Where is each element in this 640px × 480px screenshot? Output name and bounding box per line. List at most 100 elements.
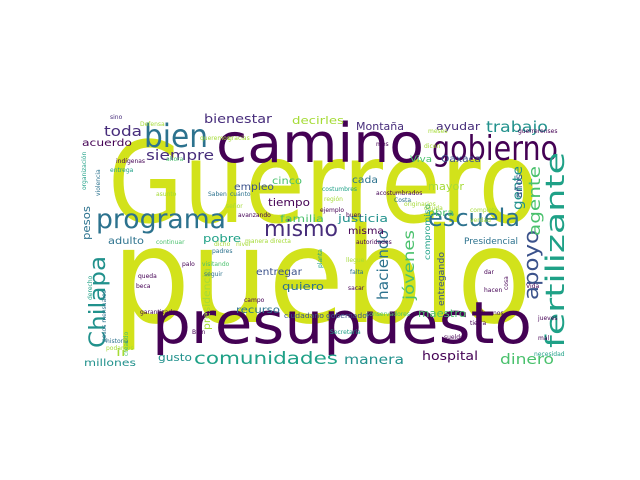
word-millones: millones bbox=[84, 358, 136, 369]
word-camino: camino bbox=[216, 112, 424, 175]
word-gusto: gusto bbox=[158, 351, 192, 364]
word-mayor: mayor bbox=[428, 180, 464, 193]
word-pueblo: pueblo bbox=[112, 200, 532, 354]
word-garantizado: garantizado bbox=[140, 309, 176, 316]
word-hospital: hospital bbox=[422, 349, 478, 363]
word-ir: ir bbox=[116, 346, 129, 359]
word-autoridades: autoridades bbox=[356, 239, 392, 246]
word-verdad: verdad bbox=[470, 217, 491, 224]
word-mismo: mismo bbox=[264, 217, 338, 242]
word-completo: completo bbox=[470, 207, 498, 214]
word-hacen: hacen bbox=[484, 287, 502, 294]
word-queda: queda bbox=[138, 273, 157, 280]
word-defensa: Defensa bbox=[140, 121, 165, 128]
word-sacar: sacar bbox=[348, 285, 365, 292]
word-gobierno: gobierno bbox=[432, 129, 558, 169]
word-cuanto: cuánto bbox=[230, 191, 251, 198]
word-montana: Montaña bbox=[356, 120, 404, 133]
word-justicia: justicia bbox=[337, 212, 388, 225]
word-sino: sino bbox=[110, 114, 123, 121]
word-presidencial: Presidencial bbox=[464, 237, 518, 247]
word-campo: campo bbox=[244, 297, 265, 304]
word-tiempo: tiempo bbox=[268, 196, 310, 209]
word-gracias: gracias bbox=[228, 135, 250, 142]
word-programa: programa bbox=[96, 204, 226, 235]
word-costa: Costa bbox=[394, 197, 411, 204]
word-recurso: recurso bbox=[236, 305, 280, 316]
word-deuda: deuda bbox=[424, 205, 443, 212]
word-escuela: escuela bbox=[428, 204, 520, 232]
word-guerrerenses: guerrerenses bbox=[518, 128, 557, 135]
word-familia: familia bbox=[280, 214, 324, 225]
word-acuerdo: acuerdo bbox=[82, 138, 132, 149]
word-originarios: originarios bbox=[404, 201, 436, 208]
word-dicho: dicho bbox=[214, 241, 231, 248]
word-indigenas: indígenas bbox=[116, 158, 145, 165]
word-viva: Viva bbox=[410, 155, 432, 165]
word-organizacion: organización bbox=[81, 152, 88, 190]
word-mes: mes bbox=[376, 141, 389, 148]
word-continuar: continuar bbox=[156, 239, 185, 246]
word-asunto: asunto bbox=[156, 191, 177, 198]
word-vida: Vida bbox=[526, 283, 539, 290]
word-derecho: derecho bbox=[87, 275, 94, 300]
word-adulto: adulto bbox=[108, 236, 144, 247]
word-dar: dar bbox=[484, 269, 494, 276]
word-haciendo: haciendo bbox=[374, 230, 392, 300]
word-cosa: cosa bbox=[503, 276, 510, 290]
word-jovenes: jóvenes bbox=[400, 230, 418, 301]
word-entregar: entregar bbox=[256, 267, 303, 278]
word-dinero: dinero bbox=[500, 352, 554, 368]
word-agente: agente bbox=[525, 166, 544, 236]
word-avanzando: avanzando bbox=[238, 212, 271, 219]
word-entregando: entregando bbox=[437, 251, 447, 306]
word-dicen: dicen bbox=[424, 143, 440, 150]
word-costumbres: costumbres bbox=[322, 186, 357, 193]
word-llegue: llegue bbox=[346, 257, 365, 264]
word-tierra: tierra bbox=[470, 320, 487, 327]
word-bien: bien bbox=[144, 117, 208, 155]
word-apoyo: apoyo bbox=[519, 230, 543, 300]
word-oaxaca: Oaxaca bbox=[441, 154, 481, 165]
word-empleo: empleo bbox=[234, 182, 274, 193]
word-mal: mal bbox=[538, 335, 550, 342]
word-conservadores: conservadores bbox=[366, 311, 410, 318]
word-sueldo: sueldo bbox=[444, 334, 464, 341]
word-presidencia: presidencia bbox=[202, 268, 213, 330]
word-violencia: violencia bbox=[95, 169, 102, 196]
word-obra: obra bbox=[428, 208, 454, 219]
word-cinco: cinco bbox=[272, 176, 302, 187]
word-senor: señor bbox=[226, 203, 243, 210]
word-visitando: visitando bbox=[202, 261, 230, 268]
word-falta: falta bbox=[350, 269, 364, 276]
word-fertilizante: fertilizante bbox=[541, 152, 571, 348]
word-bienestar: bienestar bbox=[204, 112, 272, 126]
word-podamos: podamos bbox=[106, 345, 134, 352]
word-decirles: decirles bbox=[292, 114, 344, 127]
word-entrega: entrega bbox=[110, 167, 134, 174]
word-ayudar: ayudar bbox=[436, 120, 481, 133]
word-presupuesto: presupuesto bbox=[152, 289, 532, 357]
word-gente: gente bbox=[511, 166, 526, 210]
word-compromiso: compromiso bbox=[423, 204, 432, 260]
word-guerrero: Guerrero bbox=[108, 119, 538, 249]
word-cada: cada bbox=[352, 175, 378, 186]
word-queremos: queremos bbox=[200, 135, 230, 142]
word-buen: buen bbox=[346, 212, 361, 219]
word-seguir: seguir bbox=[204, 271, 223, 278]
word-saben: Saben bbox=[208, 191, 227, 198]
word-historia: historia bbox=[106, 338, 129, 345]
word-quiero: quiero bbox=[282, 280, 324, 293]
word-alumnos: alumnos bbox=[478, 310, 504, 317]
word-chilapa: Chilapa bbox=[86, 256, 111, 348]
word-jueves: jueves bbox=[537, 315, 558, 322]
word-trabajo: trabajo bbox=[486, 118, 548, 136]
word-manera: manera bbox=[344, 353, 404, 368]
word-acostumbrados: acostumbrados bbox=[376, 190, 422, 197]
word-nivel: nivel bbox=[236, 241, 251, 248]
word-anos: años bbox=[514, 174, 525, 198]
word-gobernador: gobernador bbox=[326, 312, 370, 320]
word-manera-directa: manera directa bbox=[245, 238, 291, 245]
word-beca: beca bbox=[136, 283, 151, 290]
